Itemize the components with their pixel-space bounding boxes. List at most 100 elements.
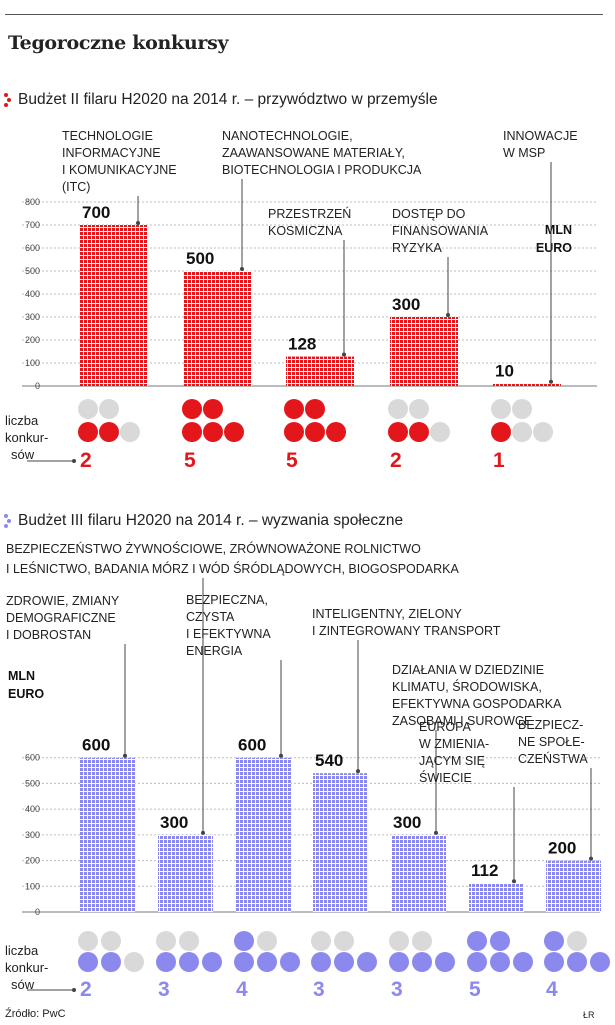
bar — [80, 225, 148, 386]
contest-dot-empty — [156, 931, 176, 951]
contest-dot-filled — [202, 952, 222, 972]
y-tick-label: 500 — [25, 778, 40, 788]
bar-value-label: 10 — [495, 362, 514, 381]
contest-dot-filled — [257, 952, 277, 972]
contest-dot-filled — [101, 952, 121, 972]
category-label: PRZESTRZEŃ — [268, 206, 351, 221]
contest-dot-empty — [120, 422, 140, 442]
contest-count-label: 4 — [546, 978, 558, 1001]
page-title: Tegoroczne konkursy — [8, 32, 229, 54]
bar-value-label: 128 — [288, 335, 316, 354]
contest-dot-empty — [78, 399, 98, 419]
contest-dot-filled — [326, 422, 346, 442]
contest-dot-filled — [182, 399, 202, 419]
category-label: NE SPOŁE- — [518, 735, 585, 749]
row-label-connector-dot — [72, 988, 76, 992]
contest-row-label: liczba — [5, 943, 39, 958]
category-label: BEZPIECZNA, — [186, 593, 268, 607]
category-label: DEMOGRAFICZNE — [6, 611, 116, 625]
y-tick-label: 600 — [25, 243, 40, 253]
leader-dot — [434, 830, 438, 835]
contest-dot-empty — [491, 399, 511, 419]
bar-value-label: 700 — [82, 203, 110, 222]
category-label: ŚWIECIE — [419, 770, 472, 785]
contest-dot-empty — [257, 931, 277, 951]
contest-dot-filled — [467, 952, 487, 972]
contest-dot-filled — [389, 952, 409, 972]
category-label: INNOWACJE — [503, 129, 578, 143]
contest-dot-empty — [99, 399, 119, 419]
y-tick-label: 800 — [25, 197, 40, 207]
y-tick-label: 0 — [35, 907, 40, 917]
marker-dot — [4, 514, 8, 518]
bar-value-label: 300 — [160, 813, 188, 832]
bar — [390, 317, 458, 386]
contest-dot-filled — [179, 952, 199, 972]
contest-dot-filled — [156, 952, 176, 972]
contest-dot-empty — [311, 931, 331, 951]
contest-dot-filled — [544, 931, 564, 951]
section-marker-0 — [4, 93, 11, 107]
section-title-0: Budżet II filaru H2020 na 2014 r. – przy… — [18, 91, 438, 108]
bar — [546, 860, 601, 912]
leader-dot — [446, 313, 450, 317]
leader-dot — [589, 856, 593, 861]
leader-dot — [549, 379, 553, 384]
contest-dot-empty — [124, 952, 144, 972]
contest-dot-filled — [284, 422, 304, 442]
unit-label: EURO — [8, 687, 44, 701]
bar-value-label: 600 — [238, 736, 266, 755]
contest-dot-filled — [567, 952, 587, 972]
section-marker-1 — [4, 514, 11, 528]
leader-dot — [201, 830, 205, 835]
contest-count-label: 5 — [184, 449, 196, 472]
contest-dot-empty — [430, 422, 450, 442]
contest-count-label: 3 — [313, 978, 325, 1001]
category-label: I EFEKTYWNA — [186, 627, 271, 641]
contest-dot-filled — [334, 952, 354, 972]
bar-value-label: 200 — [548, 839, 576, 858]
contest-dot-filled — [388, 422, 408, 442]
category-label: KOSMICZNA — [268, 224, 343, 238]
contest-dot-filled — [284, 399, 304, 419]
leader-dot — [123, 753, 127, 758]
category-label: DZIAŁANIA W DZIEDZINIE — [392, 663, 544, 677]
contest-dot-filled — [234, 952, 254, 972]
bar — [184, 271, 252, 386]
contest-row-label: konkur- — [5, 430, 48, 445]
contest-count-label: 5 — [286, 449, 298, 472]
contest-dot-empty — [388, 399, 408, 419]
marker-dot — [7, 98, 11, 102]
y-tick-label: 100 — [25, 881, 40, 891]
category-label: JĄCYM SIĘ — [419, 754, 485, 768]
y-tick-label: 200 — [25, 335, 40, 345]
y-tick-label: 700 — [25, 220, 40, 230]
y-tick-label: 200 — [25, 856, 40, 866]
contest-dot-empty — [512, 422, 532, 442]
marker-dot — [4, 524, 8, 528]
unit-label: EURO — [536, 241, 572, 255]
contest-dot-filled — [280, 952, 300, 972]
contest-dot-filled — [590, 952, 610, 972]
contest-count-label: 2 — [80, 449, 92, 472]
contest-dot-empty — [533, 422, 553, 442]
leader-dot — [512, 879, 516, 884]
leader-dot — [356, 769, 360, 774]
bar — [286, 356, 354, 386]
contest-dot-filled — [544, 952, 564, 972]
source-note: Źródło: PwC — [5, 1008, 66, 1020]
contest-count-label: 2 — [80, 978, 92, 1001]
category-label: DOSTĘP DO — [392, 207, 466, 221]
contest-count-label: 1 — [493, 449, 505, 472]
y-tick-label: 600 — [25, 753, 40, 763]
marker-dot — [4, 103, 8, 107]
leader-dot — [136, 221, 140, 225]
contest-dot-filled — [491, 422, 511, 442]
bar — [236, 757, 291, 912]
bar-value-label: 600 — [82, 736, 110, 755]
unit-label: MLN — [8, 669, 35, 683]
top-rule — [5, 14, 603, 15]
category-label: ZDROWIE, ZMIANY — [6, 594, 120, 608]
contest-dot-empty — [179, 931, 199, 951]
